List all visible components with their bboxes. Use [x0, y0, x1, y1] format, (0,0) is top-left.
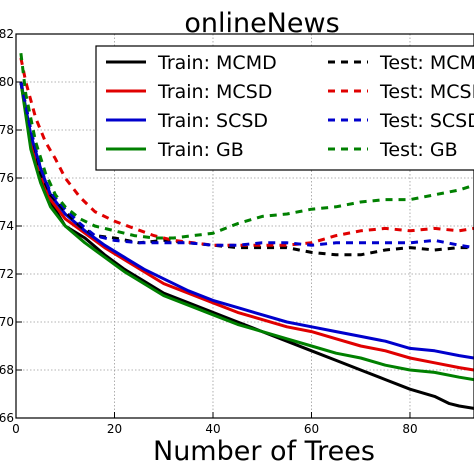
y-tick-label: 78: [0, 123, 14, 137]
legend-label: Test: MCMD: [379, 52, 474, 74]
y-tick-label: 74: [0, 219, 14, 233]
y-tick-label: 82: [0, 27, 14, 41]
x-tick-label: 40: [205, 422, 220, 436]
x-tick-label: 20: [107, 422, 122, 436]
legend-label: Test: GB: [379, 139, 458, 161]
y-tick-label: 72: [0, 267, 14, 281]
legend-label: Train: MCSD: [157, 81, 272, 103]
y-tick-label: 68: [0, 363, 14, 377]
axes: 0 20 40 60 80 66 68 70 72 74 76 78 80 82: [0, 27, 474, 436]
x-tick-label: 80: [402, 422, 417, 436]
y-tick-label: 66: [0, 411, 14, 425]
legend-label: Test: SCSD: [379, 110, 474, 132]
series-line: [19, 81, 474, 257]
legend-label: Test: MCSD: [379, 81, 474, 103]
x-tick-label: 60: [304, 422, 319, 436]
legend: Train: MCMD Train: MCSD Train: SCSD Train: …: [95, 45, 474, 171]
x-axis-label: Number of Trees: [153, 436, 375, 467]
series-lines: [19, 53, 474, 410]
y-tick-label: 80: [0, 75, 14, 89]
x-tick-label: 0: [12, 422, 20, 436]
y-tick-label: 76: [0, 171, 14, 185]
legend-box: [95, 45, 474, 171]
y-tick-label: 70: [0, 315, 14, 329]
legend-label: Train: MCMD: [157, 52, 277, 74]
series-line: [19, 81, 474, 382]
legend-label: Train: SCSD: [157, 110, 268, 132]
legend-label: Train: GB: [157, 139, 244, 161]
series-line: [19, 53, 474, 240]
series-line: [19, 81, 474, 372]
